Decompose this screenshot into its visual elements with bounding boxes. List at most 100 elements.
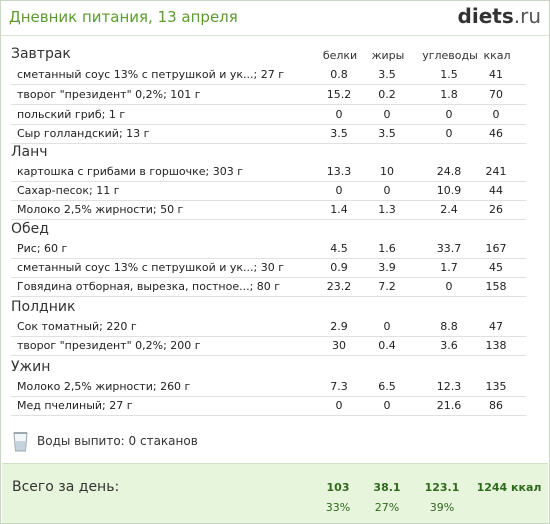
fat-value: 1.3 [378,203,396,216]
food-name: Молоко 2,5% жирности; 260 г [17,380,191,393]
carbs-value: 0 [445,108,453,121]
kcal-value: 138 [485,339,507,352]
carbs-value: 2.4 [440,203,458,216]
fat-value: 0 [383,184,391,197]
fat-value: 0 [383,399,391,412]
food-row[interactable]: Сок томатный; 220 г 2.9 0 8.8 47 [11,317,526,337]
header-divider [1,35,549,36]
water-glass-icon [13,432,28,452]
meal-title: Ужин [11,359,51,375]
total-carbs: 123.1 [424,481,460,494]
food-row[interactable]: сметанный соус 13% с петрушкой и ук...; … [11,258,526,278]
carbs-value: 33.7 [436,242,462,255]
meal-title: Завтрак [11,46,71,62]
food-name: творог "президент" 0,2%; 101 г [17,88,201,101]
kcal-value: 135 [485,380,507,393]
total-carbs-percent: 39% [429,501,455,514]
food-name: Сок томатный; 220 г [17,320,137,333]
protein-value: 7.3 [330,380,348,393]
kcal-value: 241 [485,165,507,178]
food-row[interactable]: творог "президент" 0,2%; 101 г 15.2 0.2 … [11,85,526,105]
logo-suffix: .ru [513,4,541,28]
protein-value: 0 [335,184,343,197]
food-row[interactable]: Мед пчелиный; 27 г 0 0 21.6 86 [11,396,526,416]
column-header-kcal: ккал [483,49,511,62]
fat-value: 3.5 [378,127,396,140]
fat-value: 7.2 [378,280,396,293]
carbs-value: 0 [445,280,453,293]
header: Дневник питания, 13 апреля diets.ru [1,1,549,35]
protein-value: 0.9 [330,261,348,274]
protein-value: 0.8 [330,68,348,81]
carbs-value: 24.8 [436,165,462,178]
protein-value: 4.5 [330,242,348,255]
kcal-value: 26 [489,203,503,216]
total-protein: 103 [326,481,350,494]
carbs-value: 1.7 [440,261,458,274]
food-name: сметанный соус 13% с петрушкой и ук...; … [17,68,285,81]
food-row[interactable]: Сахар-песок; 11 г 0 0 10.9 44 [11,181,526,201]
food-name: Рис; 60 г [17,242,68,255]
kcal-value: 70 [489,88,503,101]
total-label: Всего за день: [12,479,120,495]
kcal-value: 44 [489,184,503,197]
fat-value: 0.2 [378,88,396,101]
carbs-value: 8.8 [440,320,458,333]
food-row[interactable]: творог "президент" 0,2%; 200 г 30 0.4 3.… [11,336,526,356]
protein-value: 0 [335,399,343,412]
protein-value: 2.9 [330,320,348,333]
food-row[interactable]: Молоко 2,5% жирности; 50 г 1.4 1.3 2.4 2… [11,200,526,220]
protein-value: 3.5 [330,127,348,140]
food-name: Говядина отборная, вырезка, постное...; … [17,280,281,293]
kcal-value: 167 [485,242,507,255]
kcal-value: 41 [489,68,503,81]
total-fat: 38.1 [373,481,401,494]
protein-value: 23.2 [326,280,352,293]
fat-value: 3.5 [378,68,396,81]
protein-value: 0 [335,108,343,121]
column-header-protein: белки [322,49,358,62]
carbs-value: 10.9 [436,184,462,197]
logo-main: diets [457,4,514,28]
food-row[interactable]: Рис; 60 г 4.5 1.6 33.7 167 [11,239,526,259]
meal-title: Ланч [11,144,48,160]
food-row[interactable]: польский гриб; 1 г 0 0 0 0 [11,105,526,125]
fat-value: 0 [383,320,391,333]
kcal-value: 86 [489,399,503,412]
column-header-carbs: углеводы [422,49,478,62]
protein-value: 1.4 [330,203,348,216]
food-name: творог "президент" 0,2%; 200 г [17,339,201,352]
carbs-value: 12.3 [436,380,462,393]
kcal-value: 45 [489,261,503,274]
fat-value: 1.6 [378,242,396,255]
food-name: Сахар-песок; 11 г [17,184,120,197]
carbs-value: 3.6 [440,339,458,352]
kcal-value: 46 [489,127,503,140]
food-row[interactable]: картошка с грибами в горшочке; 303 г 13.… [11,162,526,182]
carbs-value: 21.6 [436,399,462,412]
fat-value: 10 [380,165,394,178]
food-row[interactable]: сметанный соус 13% с петрушкой и ук...; … [11,65,526,85]
food-name: картошка с грибами в горшочке; 303 г [17,165,244,178]
carbs-value: 1.8 [440,88,458,101]
food-name: Молоко 2,5% жирности; 50 г [17,203,184,216]
food-name: сметанный соус 13% с петрушкой и ук...; … [17,261,285,274]
column-header-fat: жиры [371,49,405,62]
food-row[interactable]: Говядина отборная, вырезка, постное...; … [11,277,526,297]
total-fat-percent: 27% [374,501,400,514]
kcal-value: 158 [485,280,507,293]
carbs-value: 0 [445,127,453,140]
fat-value: 3.9 [378,261,396,274]
total-protein-percent: 33% [325,501,351,514]
carbs-value: 1.5 [440,68,458,81]
protein-value: 13.3 [326,165,352,178]
site-logo[interactable]: diets.ru [458,4,541,28]
food-row[interactable]: Сыр голландский; 13 г 3.5 3.5 0 46 [11,124,526,144]
meal-title: Обед [11,221,49,237]
water-text: Воды выпито: 0 стаканов [37,434,198,448]
food-name: Мед пчелиный; 27 г [17,399,133,412]
page-title: Дневник питания, 13 апреля [9,8,238,26]
food-row[interactable]: Молоко 2,5% жирности; 260 г 7.3 6.5 12.3… [11,377,526,397]
protein-value: 15.2 [326,88,352,101]
